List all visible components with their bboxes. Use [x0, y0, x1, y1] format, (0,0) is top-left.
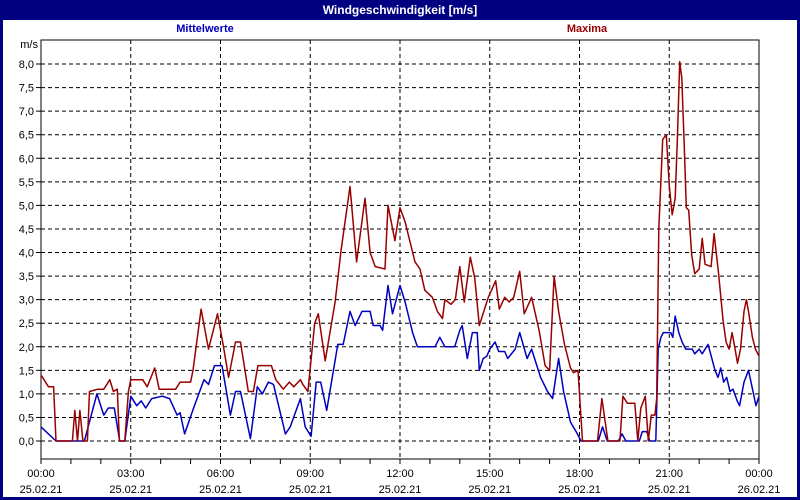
window-titlebar: Windgeschwindigkeit [m/s] [0, 0, 800, 20]
y-tick-label: 6,5 [19, 130, 34, 142]
x-tick-time-label: 06:00 [207, 468, 235, 480]
y-tick-label: 4,0 [19, 248, 34, 260]
y-tick-label: 1,0 [19, 389, 34, 401]
x-tick-time-label: 03:00 [117, 468, 145, 480]
x-tick-time-label: 00:00 [27, 468, 55, 480]
x-tick-time-label: 09:00 [296, 468, 324, 480]
plot-border [40, 39, 760, 460]
y-tick-label: 2,5 [19, 318, 34, 330]
y-axis-unit-label: m/s [20, 39, 38, 51]
y-tick-label: 7,0 [19, 106, 34, 118]
y-tick-label: 8,0 [19, 59, 34, 71]
y-tick-label: 6,0 [19, 153, 34, 165]
x-tick-date-label: 25.02.21 [20, 484, 63, 496]
x-tick-time-label: 00:00 [745, 468, 773, 480]
y-tick-label: 7,5 [19, 83, 34, 95]
x-tick-date-label: 25.02.21 [468, 484, 511, 496]
x-tick-time-label: 21:00 [655, 468, 683, 480]
x-tick-time-label: 18:00 [566, 468, 594, 480]
chart-canvas: Mittelwerte Maxima m/s 0,0 0,5 1,0 1,5 2,0 2,… [3, 20, 797, 497]
legend-mittelwerte-label: Mittelwerte [176, 23, 234, 35]
chart-plot: 0,0 0,5 1,0 1,5 2,0 2,5 3,0 3,5 4,0 4,5 5,0 5,5 6,0 6… [19, 39, 781, 496]
x-tick-date-label: 25.02.21 [199, 484, 242, 496]
x-tick-date-label: 25.02.21 [109, 484, 152, 496]
y-tick-label: 0,5 [19, 412, 34, 424]
y-tick-label: 4,5 [19, 224, 34, 236]
x-tick-time-label: 15:00 [476, 468, 504, 480]
y-tick-label: 3,0 [19, 295, 34, 307]
x-tick-date-label: 25.02.21 [648, 484, 691, 496]
y-tick-label: 0,0 [19, 436, 34, 448]
x-tick-time-label: 12:00 [386, 468, 414, 480]
y-tick-label: 5,5 [19, 177, 34, 189]
series-maxima-line [40, 60, 760, 442]
x-tick-date-label: 26.02.21 [738, 484, 781, 496]
legend-maxima-label: Maxima [566, 23, 608, 35]
y-tick-label: 3,5 [19, 271, 34, 283]
x-tick-date-label: 25.02.21 [379, 484, 422, 496]
series-mittelwerte-line [40, 284, 760, 442]
y-tick-label: 5,0 [19, 200, 34, 212]
y-tick-label: 1,5 [19, 365, 34, 377]
y-tick-label: 2,0 [19, 342, 34, 354]
x-tick-date-label: 25.02.21 [289, 484, 332, 496]
x-tick-date-label: 25.02.21 [558, 484, 601, 496]
window-title: Windgeschwindigkeit [m/s] [322, 3, 478, 17]
